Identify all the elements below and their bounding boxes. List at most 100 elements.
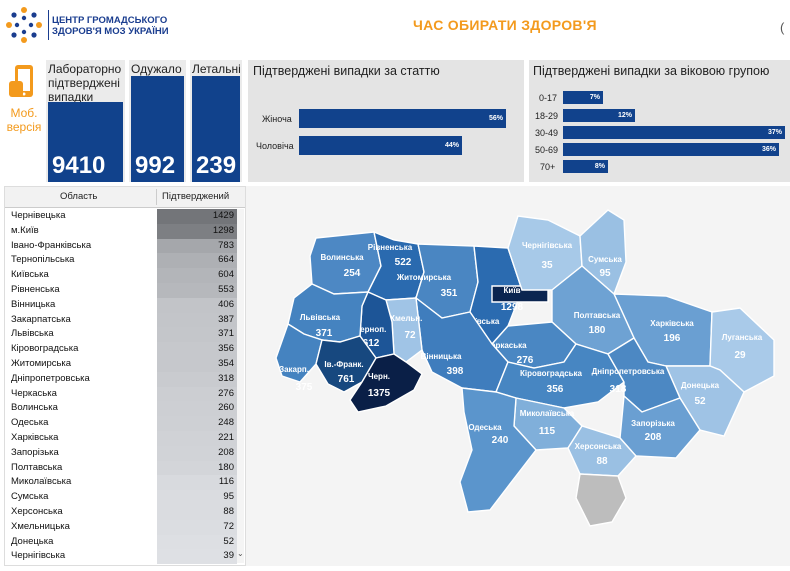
table-row[interactable]: Полтавська 180 <box>5 460 243 476</box>
map-region-value: 318 <box>610 384 627 395</box>
map-region[interactable] <box>459 387 537 513</box>
map-region[interactable] <box>275 322 323 383</box>
region-confirmed: 52 <box>157 534 237 550</box>
region-name: Закарпатська <box>11 313 71 325</box>
map-region-label: Житомирська <box>396 273 452 282</box>
col-header-region[interactable]: Область <box>60 191 98 202</box>
region-name: Чернівецька <box>11 210 66 221</box>
map-region-label: Дніпропетровська <box>592 367 665 376</box>
table-row[interactable]: Тернопільська 664 <box>5 253 243 269</box>
age-bar-50-69[interactable]: 36% <box>563 143 779 156</box>
region-name: Дніпропетровська <box>11 372 90 384</box>
sex-bar-female[interactable]: 56% <box>299 109 506 128</box>
kpi-recovered-value: 992 <box>131 76 184 182</box>
region-confirmed: 406 <box>157 297 237 313</box>
ukraine-map[interactable]: Волинська 254 Рівненська 522 Житомирська 351 К… <box>246 186 790 566</box>
age-bar-30-49[interactable]: 37% <box>563 126 785 139</box>
table-row[interactable]: Донецька 52 <box>5 534 243 550</box>
region-confirmed: 1298 <box>157 223 237 239</box>
map-region[interactable] <box>349 353 423 413</box>
map-region-label: Закарп. <box>279 365 309 374</box>
table-row[interactable]: Дніпропетровська 318 <box>5 371 243 387</box>
region-name: Житомирська <box>11 358 72 369</box>
age-row-label: 70+ <box>540 162 556 172</box>
age-panel-title: Підтверджені випадки за віковою групою <box>533 64 770 78</box>
region-confirmed: 553 <box>157 283 237 298</box>
table-row[interactable]: Чернігівська 39 <box>5 549 243 565</box>
map-region-label: Львівська <box>300 313 341 322</box>
table-scrollbar[interactable]: ⌄ <box>237 209 244 563</box>
region-confirmed: 604 <box>157 268 237 283</box>
map-region-label: Київ <box>504 286 521 295</box>
kpi-confirmed-value: 9410 <box>48 102 123 182</box>
region-name: Харківська <box>11 432 59 443</box>
table-row[interactable]: Волинська 260 <box>5 401 243 417</box>
table-row[interactable]: Запорізька 208 <box>5 445 243 461</box>
kpi-recovered: Одужало 992 <box>129 60 186 182</box>
map-region-value: 1298 <box>501 302 524 313</box>
map-area: Волинська 254 Рівненська 522 Житомирська 351 К… <box>246 186 790 566</box>
age-bar-70plus[interactable]: 8% <box>563 160 608 173</box>
map-region-value: 276 <box>517 355 534 366</box>
map-region[interactable] <box>309 231 382 295</box>
map-region-value: 371 <box>316 328 333 339</box>
map-region-label: Рівненська <box>368 243 413 252</box>
table-row[interactable]: Чернівецька 1429 <box>5 209 243 224</box>
table-row[interactable]: Київська 604 <box>5 268 243 283</box>
sex-row-label: Жіноча <box>262 114 292 124</box>
region-confirmed: 356 <box>157 342 237 357</box>
region-name: м.Київ <box>11 224 39 236</box>
map-region-label: Черн. <box>368 372 390 381</box>
table-row[interactable]: Житомирська 354 <box>5 357 243 372</box>
region-name: Івано-Франківська <box>11 239 92 251</box>
col-divider <box>156 189 157 205</box>
table-row[interactable]: Львівська 371 <box>5 327 243 343</box>
table-row[interactable]: Херсонська 88 <box>5 505 243 520</box>
region-name: Київська <box>11 269 49 281</box>
col-header-confirmed[interactable]: Підтверджений <box>162 191 230 202</box>
region-name: Львівська <box>11 328 54 340</box>
region-confirmed: 260 <box>157 401 237 417</box>
region-name: Донецька <box>11 535 54 547</box>
region-name: Полтавська <box>11 461 63 473</box>
region-confirmed: 371 <box>157 327 237 343</box>
kpi-deaths-value: 239 <box>192 76 240 182</box>
region-confirmed: 664 <box>157 253 237 269</box>
region-name: Волинська <box>11 402 58 414</box>
kpi-confirmed-label: Лабораторно підтверджені випадки <box>48 62 122 104</box>
region-confirmed: 318 <box>157 371 237 387</box>
table-row[interactable]: Кіровоградська 356 <box>5 342 243 357</box>
age-panel: Підтверджені випадки за віковою групою 0… <box>529 60 790 182</box>
kpi-recovered-label: Одужало <box>131 62 182 76</box>
region-confirmed: 88 <box>157 505 237 520</box>
table-row[interactable]: Закарпатська 387 <box>5 312 243 328</box>
logo-text: ЦЕНТР ГРОМАДСЬКОГО ЗДОРОВ'Я МОЗ УКРАЇНИ <box>52 15 169 37</box>
table-row[interactable]: Одеська 248 <box>5 416 243 431</box>
table-row[interactable]: Івано-Франківська 783 <box>5 238 243 254</box>
age-bar-18-29[interactable]: 12% <box>563 109 635 122</box>
sex-bar-male[interactable]: 44% <box>299 136 462 155</box>
table-row[interactable]: Харківська 221 <box>5 431 243 446</box>
table-row[interactable]: Хмельницька 72 <box>5 519 243 535</box>
map-region[interactable] <box>575 473 627 527</box>
table-row[interactable]: Рівненська 553 <box>5 283 243 298</box>
table-row[interactable]: Черкаська 276 <box>5 386 243 402</box>
region-table[interactable]: Область Підтверджений Чернівецька 1429 м.К… <box>4 186 246 566</box>
kpi-confirmed: Лабораторно підтверджені випадки 9410 <box>46 60 125 182</box>
age-bar-0-17[interactable]: 7% <box>563 91 603 104</box>
table-row[interactable]: м.Київ 1298 <box>5 223 243 239</box>
age-row-label: 50-69 <box>535 145 559 155</box>
map-region-value: 240 <box>492 435 509 446</box>
region-confirmed: 354 <box>157 357 237 372</box>
region-confirmed: 387 <box>157 312 237 328</box>
mobile-version-label: Моб. версія <box>6 106 42 134</box>
table-row[interactable]: Миколаївська 116 <box>5 475 243 491</box>
region-name: Одеська <box>11 417 49 429</box>
region-confirmed: 180 <box>157 460 237 476</box>
table-row[interactable]: Вінницька 406 <box>5 297 243 313</box>
table-row[interactable]: Сумська 95 <box>5 490 243 505</box>
region-name: Рівненська <box>11 284 60 295</box>
mobile-version-button[interactable]: Моб. версія <box>6 62 42 140</box>
region-confirmed: 1429 <box>157 209 237 224</box>
scroll-down-icon[interactable]: ⌄ <box>237 549 244 558</box>
